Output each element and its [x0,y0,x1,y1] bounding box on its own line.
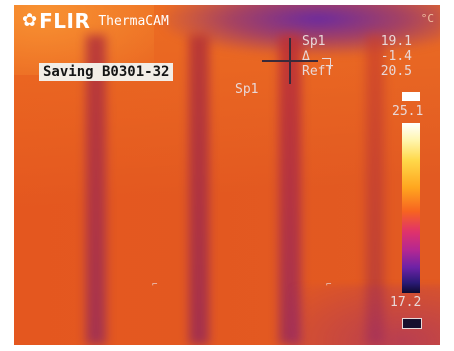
spot-crosshair[interactable] [262,38,318,84]
camera-model: ThermaCAM [98,13,169,29]
brand-name: FLIR [39,9,91,33]
spot-label: Sp1 [302,34,326,49]
reference-value: 20.5 [380,64,412,79]
temperature-colorbar [402,123,420,293]
flir-logo-icon: ✿ [22,10,38,31]
cold-stud-2 [189,35,209,345]
delta-label: Δ [302,49,310,64]
scale-saturation-low [402,318,422,329]
delta-value: -1.4 [380,49,412,64]
reference-bracket [322,58,331,69]
reference-row: RefT 20.5 [302,64,412,79]
scale-min-value: 17.2 [390,295,422,310]
scale-max-value: 25.1 [392,104,424,119]
saving-status: Saving B0301-32 [39,63,174,81]
cold-ceiling-region [164,5,440,55]
cold-stud-3 [279,35,301,345]
spot-row: Sp1 19.1 [302,34,412,49]
spot-value: 19.1 [380,34,412,49]
delta-row: Δ -1.4 [302,49,412,64]
thermal-image [14,5,440,345]
marker-tick: ⌐ [152,280,158,290]
scale-saturation-high [402,92,420,101]
reference-label: RefT [302,64,334,79]
flir-logo: ✿ FLIR ThermaCAM [22,9,169,33]
cold-stud-4 [366,35,384,345]
marker-tick: ⌐ [326,280,332,290]
crosshair-vertical [289,38,291,84]
measurement-readout: Sp1 19.1 Δ -1.4 RefT 20.5 [302,34,412,79]
cold-floor-region [290,285,440,345]
unit-mark: °C [420,12,434,25]
cold-stud-1 [86,35,106,345]
crosshair-label: Sp1 [235,82,259,97]
